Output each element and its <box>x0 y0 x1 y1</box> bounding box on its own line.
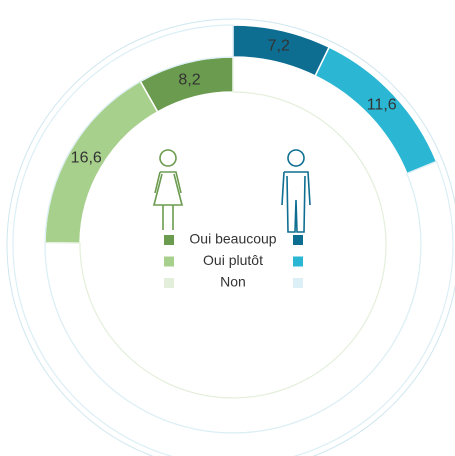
legend-swatch <box>164 235 174 245</box>
outer-ring <box>6 18 455 456</box>
data-label: 8,2 <box>178 71 200 88</box>
legend-label: Oui plutôt <box>203 252 263 268</box>
legend-swatch <box>164 278 174 288</box>
data-label: 7,2 <box>268 37 290 54</box>
legend-swatch <box>293 235 303 245</box>
donut-segment <box>12 24 454 456</box>
legend-swatch <box>293 256 303 267</box>
legend-label: Non <box>220 274 246 290</box>
legend-swatch <box>293 278 303 288</box>
legend-label: Oui beaucoup <box>189 231 276 247</box>
data-label: 16,6 <box>71 149 102 166</box>
man-icon <box>281 149 311 233</box>
woman-icon <box>152 149 184 230</box>
legend-swatch <box>164 256 174 267</box>
data-label: 11,6 <box>367 97 397 114</box>
